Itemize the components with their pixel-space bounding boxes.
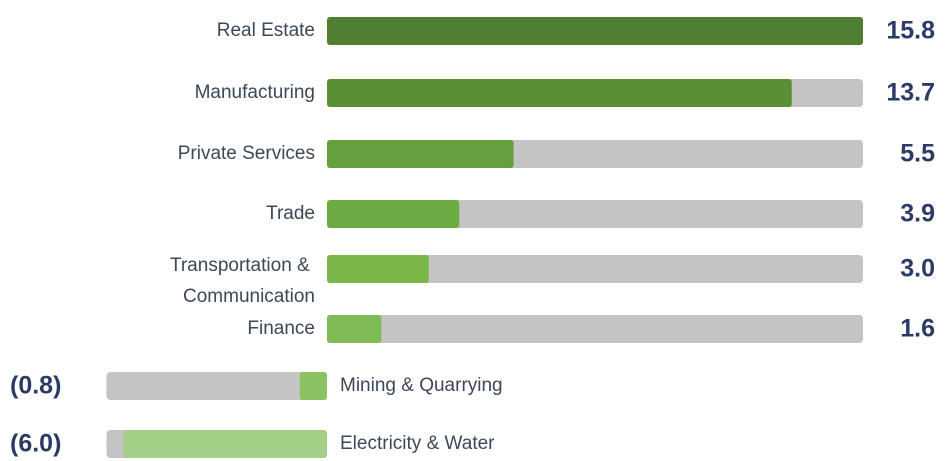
value-label: (0.8) (10, 372, 61, 400)
value-label: 1.6 (900, 315, 935, 343)
category-label: Manufacturing (195, 82, 315, 103)
category-label-line: Communication (183, 286, 315, 307)
bar (123, 430, 328, 458)
bar-track (327, 200, 863, 228)
bar-track (327, 315, 863, 343)
bar-track (106, 372, 327, 400)
bar (327, 79, 792, 107)
category-label: Real Estate (217, 20, 315, 41)
bar (327, 315, 382, 343)
value-label: 5.5 (900, 140, 935, 168)
bar (327, 140, 514, 168)
value-label: (6.0) (10, 430, 61, 458)
category-label: Electricity & Water (340, 433, 495, 454)
category-label: Mining & Quarrying (340, 375, 503, 396)
bar (327, 200, 460, 228)
bar (327, 17, 863, 45)
bar (299, 372, 327, 400)
category-label: Finance (247, 318, 315, 339)
category-label: Private Services (178, 143, 315, 164)
category-label: Transportation & Communication (170, 255, 315, 307)
bar-track (327, 255, 863, 283)
value-label: 15.8 (886, 17, 935, 45)
value-label: 3.9 (900, 200, 935, 228)
bar (327, 255, 429, 283)
category-label-line: Transportation & (170, 255, 315, 276)
value-label: 13.7 (886, 79, 935, 107)
category-label: Trade (266, 203, 315, 224)
value-label: 3.0 (900, 255, 935, 283)
